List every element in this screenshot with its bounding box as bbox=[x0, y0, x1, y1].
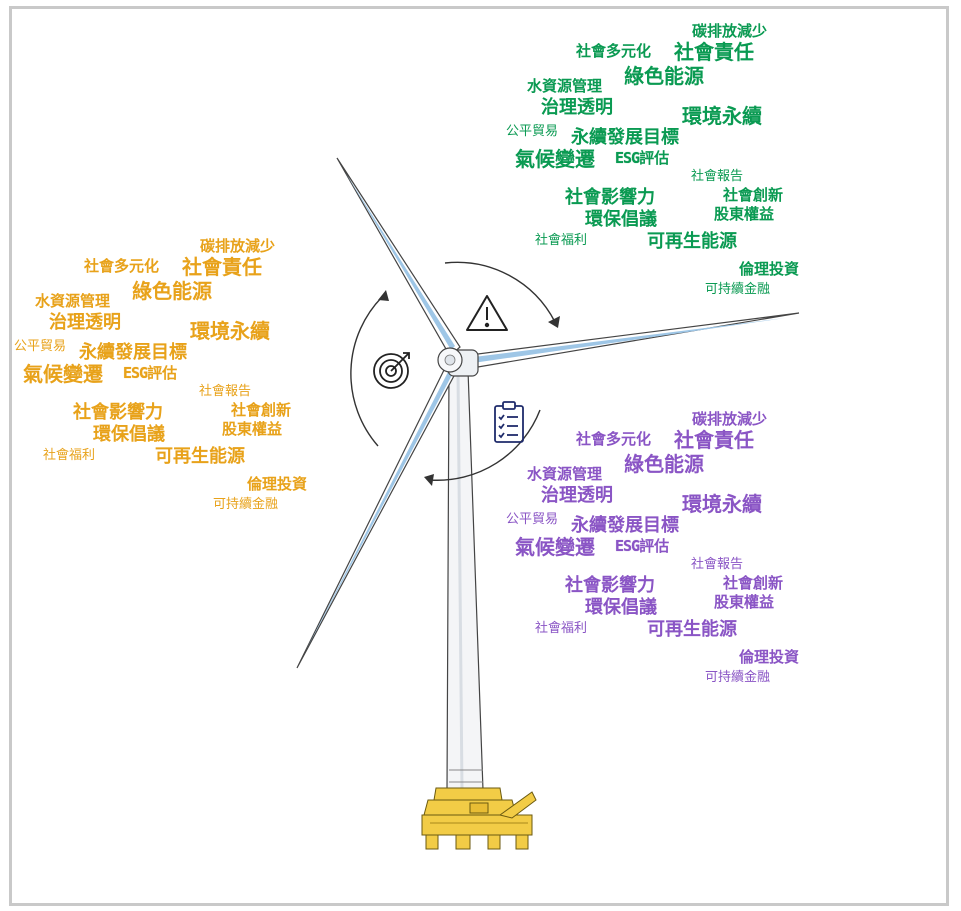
word-social-innovation: 社會創新 bbox=[723, 574, 784, 592]
word-social-report: 社會報告 bbox=[691, 557, 744, 572]
word-ethical-investment: 倫理投資 bbox=[247, 475, 308, 493]
word-climate-change: 氣候變遷 bbox=[515, 535, 595, 559]
word-water-management: 水資源管理 bbox=[527, 77, 603, 95]
word-governance-transparency: 治理透明 bbox=[49, 312, 121, 333]
word-fair-trade: 公平貿易 bbox=[14, 339, 67, 354]
word-social-diversity: 社會多元化 bbox=[84, 257, 160, 275]
word-environmental-initiative: 環保倡議 bbox=[93, 424, 165, 445]
word-environmental-sustainability: 環境永續 bbox=[190, 319, 270, 343]
word-green-energy: 綠色能源 bbox=[624, 64, 704, 88]
word-shareholder-rights: 股東權益 bbox=[714, 593, 775, 611]
word-green-energy: 綠色能源 bbox=[624, 452, 704, 476]
word-social-report: 社會報告 bbox=[691, 169, 744, 184]
word-sustainable-finance: 可持續金融 bbox=[705, 670, 771, 685]
word-green-energy: 綠色能源 bbox=[132, 279, 212, 303]
warning-icon bbox=[466, 295, 508, 331]
word-governance-transparency: 治理透明 bbox=[541, 485, 613, 506]
word-social-impact: 社會影響力 bbox=[73, 402, 163, 423]
word-social-responsibility: 社會責任 bbox=[182, 255, 262, 279]
blade-upper bbox=[336, 157, 461, 357]
word-water-management: 水資源管理 bbox=[35, 292, 111, 310]
word-social-diversity: 社會多元化 bbox=[576, 42, 652, 60]
word-social-innovation: 社會創新 bbox=[723, 186, 784, 204]
word-social-report: 社會報告 bbox=[199, 384, 252, 399]
word-fair-trade: 公平貿易 bbox=[506, 512, 559, 527]
blade-lower bbox=[296, 365, 456, 669]
word-renewable-energy: 可再生能源 bbox=[647, 231, 737, 252]
word-climate-change: 氣候變遷 bbox=[23, 362, 103, 386]
word-social-impact: 社會影響力 bbox=[565, 575, 655, 596]
word-environmental-initiative: 環保倡議 bbox=[585, 597, 657, 618]
word-sdg: 永續發展目標 bbox=[571, 127, 679, 148]
blade-right bbox=[459, 312, 800, 371]
word-esg-assessment: ESG評估 bbox=[615, 149, 670, 167]
word-fair-trade: 公平貿易 bbox=[506, 124, 559, 139]
word-esg-assessment: ESG評估 bbox=[123, 364, 178, 382]
word-sustainable-finance: 可持續金融 bbox=[705, 282, 771, 297]
word-sdg: 永續發展目標 bbox=[571, 515, 679, 536]
word-shareholder-rights: 股東權益 bbox=[222, 420, 283, 438]
word-sustainable-finance: 可持續金融 bbox=[213, 497, 279, 512]
word-environmental-sustainability: 環境永續 bbox=[682, 492, 762, 516]
word-water-management: 水資源管理 bbox=[527, 465, 603, 483]
rotation-arrows-icon bbox=[350, 261, 560, 486]
word-renewable-energy: 可再生能源 bbox=[647, 619, 737, 640]
word-social-welfare: 社會福利 bbox=[535, 233, 588, 248]
word-governance-transparency: 治理透明 bbox=[541, 97, 613, 118]
word-social-responsibility: 社會責任 bbox=[674, 428, 754, 452]
word-social-innovation: 社會創新 bbox=[231, 401, 292, 419]
word-carbon-reduction: 碳排放減少 bbox=[692, 22, 768, 40]
word-climate-change: 氣候變遷 bbox=[515, 147, 595, 171]
word-social-welfare: 社會福利 bbox=[535, 621, 588, 636]
word-social-responsibility: 社會責任 bbox=[674, 40, 754, 64]
target-icon bbox=[373, 352, 410, 389]
word-shareholder-rights: 股東權益 bbox=[714, 205, 775, 223]
clipboard-checklist-icon bbox=[494, 401, 524, 443]
foundation bbox=[421, 787, 537, 850]
word-ethical-investment: 倫理投資 bbox=[739, 260, 800, 278]
tower bbox=[446, 369, 484, 791]
word-sdg: 永續發展目標 bbox=[79, 342, 187, 363]
word-social-welfare: 社會福利 bbox=[43, 448, 96, 463]
word-ethical-investment: 倫理投資 bbox=[739, 648, 800, 666]
word-carbon-reduction: 碳排放減少 bbox=[692, 410, 768, 428]
word-esg-assessment: ESG評估 bbox=[615, 537, 670, 555]
word-social-impact: 社會影響力 bbox=[565, 187, 655, 208]
image-frame bbox=[9, 6, 949, 906]
word-renewable-energy: 可再生能源 bbox=[155, 446, 245, 467]
word-environmental-initiative: 環保倡議 bbox=[585, 209, 657, 230]
word-carbon-reduction: 碳排放減少 bbox=[200, 237, 276, 255]
word-environmental-sustainability: 環境永續 bbox=[682, 104, 762, 128]
word-social-diversity: 社會多元化 bbox=[576, 430, 652, 448]
